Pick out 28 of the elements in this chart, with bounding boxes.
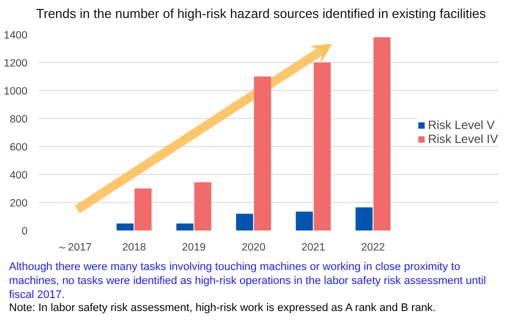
x-tick-label: 2018: [122, 242, 146, 254]
x-tick-label: 2019: [182, 242, 206, 254]
legend-label: Risk Level IV: [428, 132, 498, 146]
bar: [254, 76, 272, 230]
bar: [356, 207, 373, 230]
bar: [373, 37, 391, 230]
legend-label: Risk Level V: [428, 118, 495, 132]
y-tick-label: 1000: [4, 86, 28, 98]
y-tick-label: 1400: [4, 30, 28, 42]
x-tick-label: 2021: [301, 242, 326, 254]
text: Note: In labor safety risk assessment, high-risk work is expressed as A rank and B rank.: [9, 302, 437, 316]
y-tick-label: 800: [10, 114, 28, 126]
x-tick-label: ～2017: [56, 242, 92, 254]
x-tick-label: 2022: [361, 242, 385, 254]
y-tick-label: 400: [10, 170, 28, 182]
bar: [236, 214, 254, 230]
bar: [194, 182, 212, 230]
chart-title: Trends in the number of high-risk hazard sources identified in existing facilities: [36, 5, 486, 23]
bar: [134, 188, 152, 230]
text: Although there were many tasks involving touching machines or working in close proximity to machines, no tasks were identified as high-risk operations in the labor safety risk assessment until fiscal 2017.: [9, 261, 487, 302]
y-tick-label: 0: [22, 226, 28, 238]
y-tick-label: 600: [10, 142, 28, 154]
x-tick-label: 2020: [242, 242, 266, 254]
bar: [176, 224, 194, 230]
bar: [116, 224, 134, 230]
y-tick-label: 1200: [4, 58, 28, 70]
y-tick-label: 200: [10, 198, 28, 210]
bar: [296, 212, 313, 230]
